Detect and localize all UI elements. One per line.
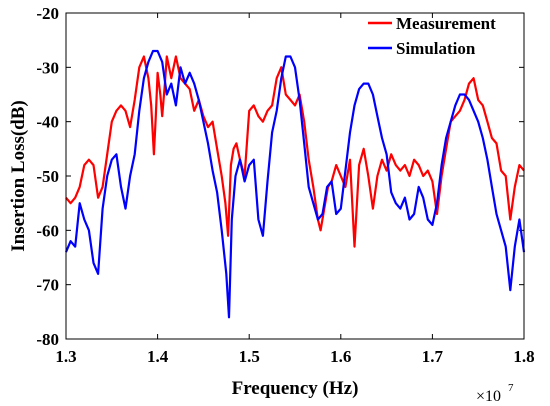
x-tick-label: 1.6 xyxy=(330,347,351,366)
series-line-measurement xyxy=(65,55,525,248)
x-axis-title: Frequency (Hz) xyxy=(232,378,359,399)
legend-label-measurement: Measurement xyxy=(396,14,496,33)
x-exponent-base: ×10 xyxy=(476,388,501,405)
plot-area xyxy=(66,13,524,339)
x-tick-label: 1.8 xyxy=(513,347,534,366)
y-axis-title: Insertion Loss(dB) xyxy=(8,100,29,252)
y-tick-label: -30 xyxy=(36,58,59,77)
y-tick-label: -40 xyxy=(36,113,59,132)
legend-label-simulation: Simulation xyxy=(396,39,476,58)
legend: Measurement Simulation xyxy=(368,14,496,58)
y-tick-label: -20 xyxy=(36,4,59,23)
series-line-simulation xyxy=(64,49,526,319)
y-tick-label: -60 xyxy=(36,221,59,240)
x-tick-label: 1.4 xyxy=(147,347,169,366)
x-exponent-power: 7 xyxy=(508,382,514,394)
y-tick-label: -50 xyxy=(36,167,59,186)
x-tick-label: 1.5 xyxy=(239,347,260,366)
y-tick-label: -80 xyxy=(36,330,59,349)
y-tick-label: -70 xyxy=(36,276,59,295)
x-tick-label: 1.3 xyxy=(55,347,76,366)
x-tick-label: 1.7 xyxy=(422,347,444,366)
plot-frame xyxy=(65,12,525,340)
